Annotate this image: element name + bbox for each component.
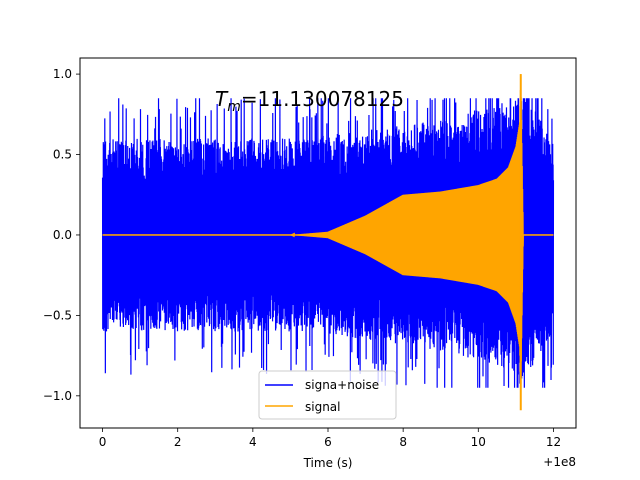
series-signa-noise-line (101, 98, 555, 388)
y-tick-label: 0.0 (53, 228, 72, 242)
data-layer (101, 74, 555, 411)
legend: signa+noise signal (258, 370, 397, 420)
x-tick-label: 10 (471, 435, 486, 449)
x-tick-label: 0 (99, 435, 107, 449)
annotation-value: =11.130078125 (241, 87, 404, 111)
x-tick-label: 4 (249, 435, 257, 449)
ticks-layer: 0 2 4 6 8 10 12 −1.0 −0.5 0.0 0.5 1.0 (43, 67, 561, 449)
x-tick-label: 8 (399, 435, 407, 449)
x-tick-label: 2 (174, 435, 182, 449)
y-tick-label: −1.0 (43, 389, 72, 403)
annotation-symbol: T (215, 87, 229, 111)
y-tick-label: −0.5 (43, 308, 72, 322)
x-axis-label: Time (s) (303, 456, 353, 470)
legend-box (258, 370, 397, 420)
x-offset-label: +1e8 (543, 455, 576, 469)
annotation-subscript: m (227, 99, 241, 115)
x-tick-label: 12 (546, 435, 561, 449)
legend-label-signa-noise: signa+noise (305, 378, 379, 392)
annotation: Tm=11.130078125 (215, 87, 404, 115)
x-tick-label: 6 (324, 435, 332, 449)
y-tick-label: 0.5 (53, 148, 72, 162)
y-tick-label: 1.0 (53, 67, 72, 81)
legend-label-signal: signal (305, 400, 341, 414)
